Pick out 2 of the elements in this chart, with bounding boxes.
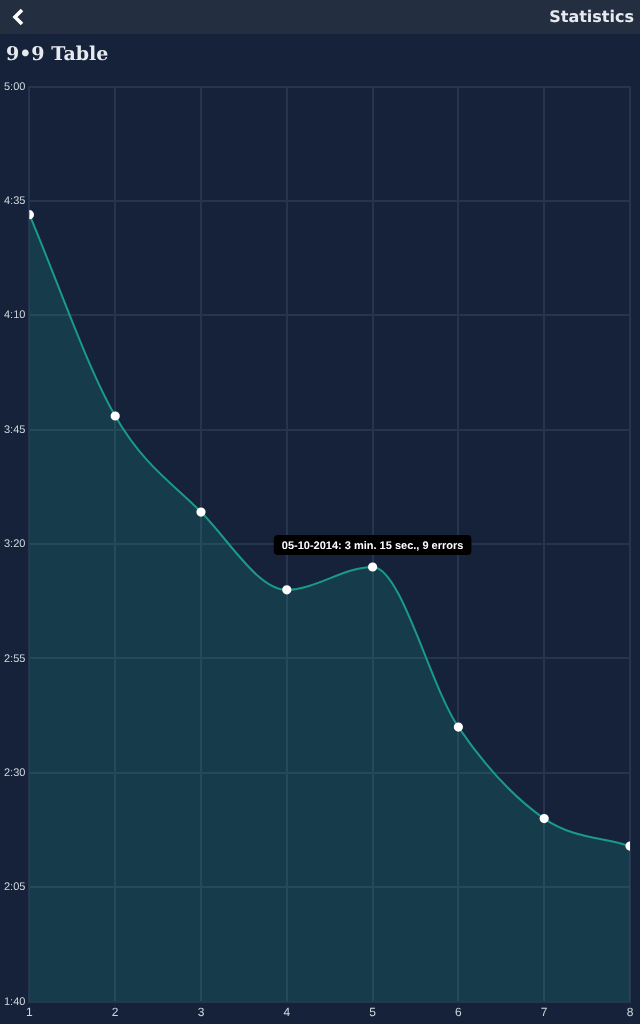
text: Statistics: [549, 8, 634, 26]
chart-title: 9•9 Table: [4, 42, 111, 70]
